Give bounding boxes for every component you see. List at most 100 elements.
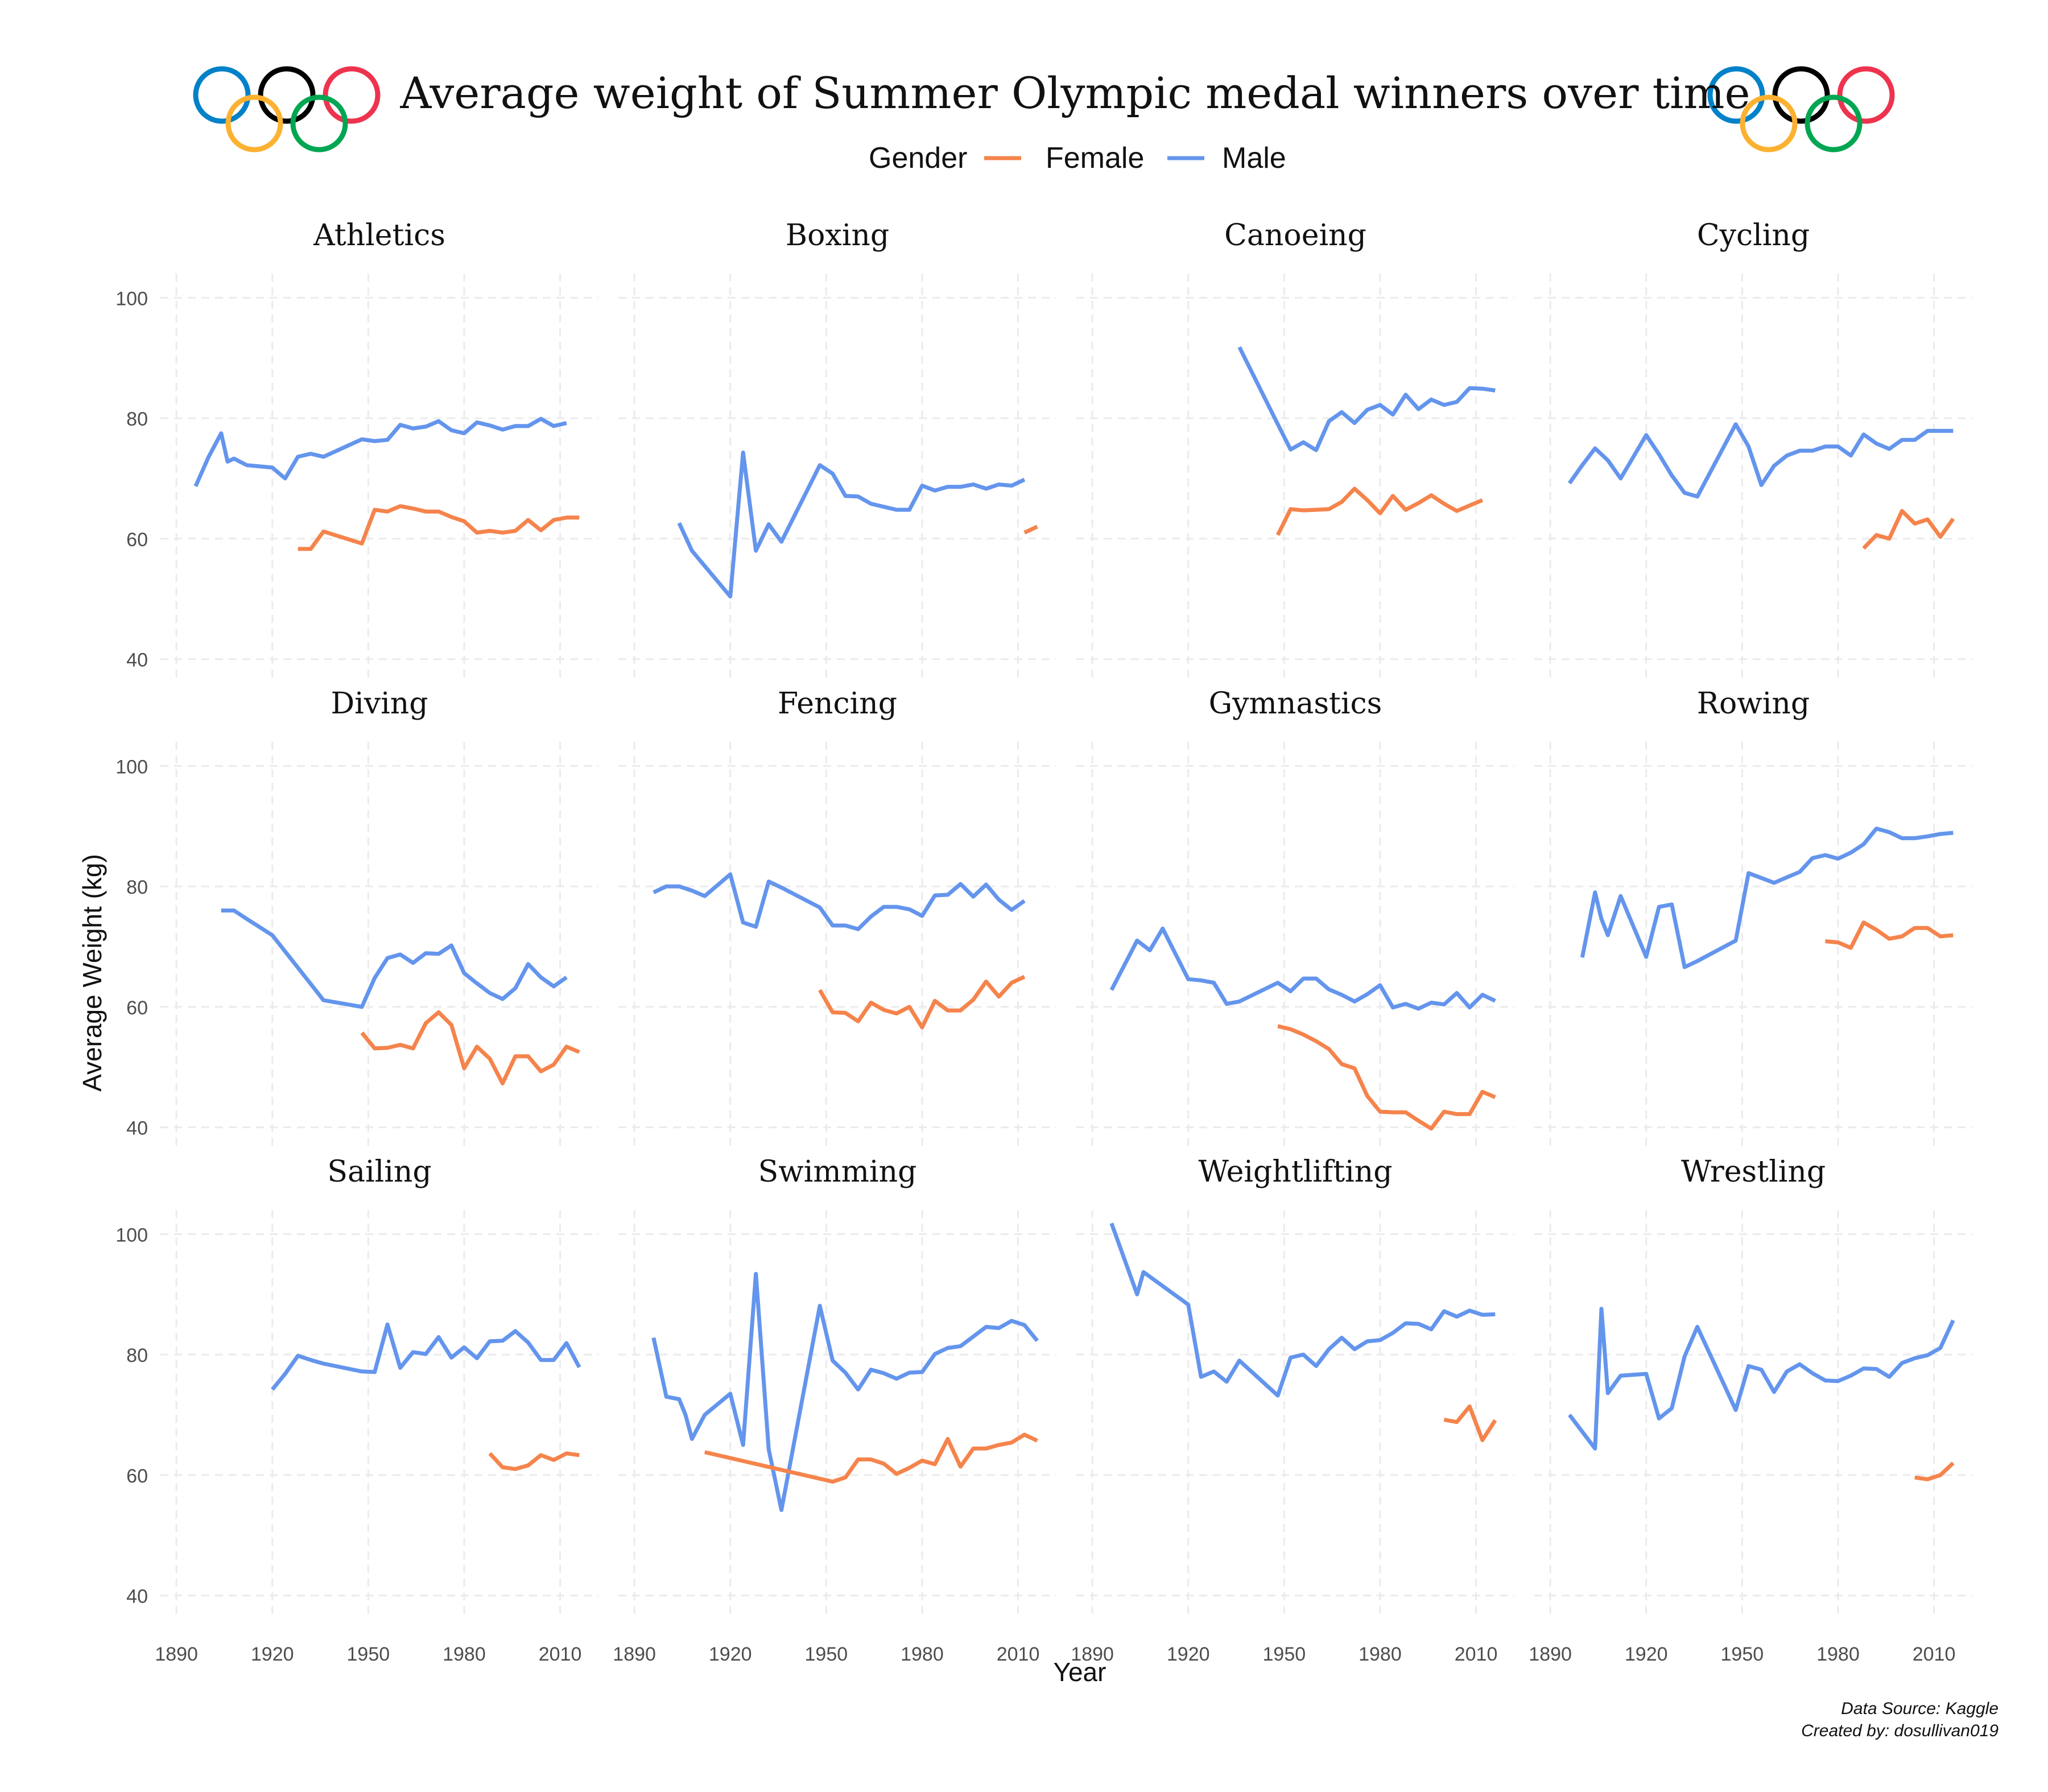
facet-title: Wrestling xyxy=(1681,1155,1826,1189)
facet-title: Gymnastics xyxy=(1209,687,1382,721)
series-line-male xyxy=(1237,346,1496,452)
legend-title: Gender xyxy=(869,142,967,175)
series-line-male xyxy=(653,872,1026,931)
olympic-ring xyxy=(258,66,316,124)
facet-panel: Wrestling 1890 1920 1950 1980 2010 xyxy=(1529,1155,1972,1665)
facet-title: Rowing xyxy=(1697,687,1810,721)
facet-title: Canoeing xyxy=(1224,218,1366,253)
facet-panel: Sailing 40 60 80 100 1890 1920 1950 1980 2010 xyxy=(115,1155,598,1665)
olympic-ring xyxy=(1707,66,1765,124)
facet-panel: Fencing xyxy=(618,687,1056,1151)
y-tick-label: 80 xyxy=(126,877,148,898)
series-line-female xyxy=(1825,920,1954,950)
y-tick-label: 60 xyxy=(126,1465,148,1487)
y-tick-label: 40 xyxy=(126,1586,148,1608)
olympic-ring xyxy=(290,94,348,152)
x-tick-label: 1890 xyxy=(1071,1644,1114,1665)
series-line-female xyxy=(1443,1404,1497,1442)
series-line-male xyxy=(1580,827,1954,969)
series-line-male xyxy=(1109,926,1496,1011)
y-tick-label: 40 xyxy=(126,650,148,671)
x-tick-label: 2010 xyxy=(1913,1644,1956,1665)
olympic-ring xyxy=(1772,66,1830,124)
y-tick-label: 100 xyxy=(115,1224,148,1246)
series-line-female xyxy=(1862,509,1955,550)
x-tick-label: 1980 xyxy=(901,1644,944,1665)
x-tick-label: 1890 xyxy=(613,1644,656,1665)
x-tick-label: 2010 xyxy=(997,1644,1040,1665)
caption-source: Data Source: Kaggle xyxy=(1841,1699,1999,1718)
x-tick-label: 1980 xyxy=(1359,1644,1402,1665)
series-line-male xyxy=(677,451,1026,598)
series-line-male xyxy=(221,909,568,1009)
caption-credit: Created by: dosullivan019 xyxy=(1801,1721,1999,1740)
x-tick-label: 1950 xyxy=(347,1644,390,1665)
x-tick-label: 1980 xyxy=(1816,1644,1860,1665)
facet-panel: Rowing xyxy=(1534,687,1972,1151)
series-line-female xyxy=(1914,1461,1955,1481)
legend-label-female: Female xyxy=(1046,142,1144,175)
facet-panel: Diving 40 60 80 100 xyxy=(115,687,598,1151)
x-tick-label: 1920 xyxy=(1167,1644,1210,1665)
y-tick-label: 100 xyxy=(115,756,148,778)
x-tick-label: 1980 xyxy=(443,1644,486,1665)
facet-title: Swimming xyxy=(758,1155,917,1189)
x-tick-label: 1890 xyxy=(155,1644,198,1665)
facet-title: Sailing xyxy=(327,1155,431,1189)
x-tick-label: 2010 xyxy=(1455,1644,1498,1665)
x-tick-label: 1950 xyxy=(1263,1644,1306,1665)
series-line-female xyxy=(704,1432,1038,1484)
y-axis-label: Average Weight (kg) xyxy=(77,854,107,1092)
legend-label-male: Male xyxy=(1222,142,1286,175)
x-tick-label: 1950 xyxy=(805,1644,848,1665)
olympic-ring xyxy=(1805,94,1863,152)
facet-panel: Gymnastics xyxy=(1076,687,1514,1151)
olympic-ring xyxy=(225,94,283,152)
chart-title: Average weight of Summer Olympic medal w… xyxy=(400,68,1750,118)
facet-title: Cycling xyxy=(1697,218,1810,253)
facet-title: Fencing xyxy=(778,687,897,721)
x-tick-label: 1950 xyxy=(1721,1644,1764,1665)
series-line-male xyxy=(1567,422,1954,499)
y-tick-label: 80 xyxy=(126,408,148,430)
y-tick-label: 80 xyxy=(126,1345,148,1366)
x-tick-label: 1920 xyxy=(709,1644,752,1665)
olympic-logo-right-icon xyxy=(1707,66,1895,152)
facet-panel: Cycling xyxy=(1534,218,1972,683)
olympic-ring xyxy=(193,66,251,124)
series-line-female xyxy=(298,504,580,551)
series-line-female xyxy=(1277,1024,1496,1131)
facet-title: Diving xyxy=(331,687,428,721)
series-line-male xyxy=(651,1271,1039,1512)
olympic-logo-left-icon xyxy=(193,66,381,152)
x-tick-label: 2010 xyxy=(539,1644,582,1665)
facet-panel: Swimming 1890 1920 1950 1980 2010 xyxy=(613,1155,1056,1665)
series-line-male xyxy=(193,416,567,488)
series-line-female xyxy=(818,975,1026,1030)
series-line-male xyxy=(1109,1223,1496,1398)
x-tick-label: 1920 xyxy=(251,1644,294,1665)
series-line-female xyxy=(488,1451,580,1471)
facet-title: Boxing xyxy=(786,218,889,253)
y-tick-label: 60 xyxy=(126,997,148,1019)
x-axis-label: Year xyxy=(1054,1657,1106,1687)
olympic-ring xyxy=(1740,94,1798,152)
series-line-male xyxy=(1568,1307,1955,1451)
legend: Gender Female Male xyxy=(869,142,1286,175)
y-tick-label: 40 xyxy=(126,1118,148,1139)
facet-panel: Weightlifting 1890 1920 1950 1980 2010 xyxy=(1071,1155,1514,1665)
series-line-female xyxy=(1275,486,1484,536)
olympic-ring xyxy=(1837,66,1895,124)
facet-title: Weightlifting xyxy=(1198,1155,1392,1189)
facet-panel: Athletics 40 60 80 100 xyxy=(115,218,598,683)
x-tick-label: 1890 xyxy=(1529,1644,1572,1665)
olympic-ring xyxy=(323,66,381,124)
y-tick-label: 60 xyxy=(126,529,148,551)
y-tick-label: 100 xyxy=(115,288,148,309)
series-line-female xyxy=(1023,525,1038,535)
facet-title: Athletics xyxy=(313,218,445,253)
facet-panel: Boxing xyxy=(618,218,1056,683)
x-tick-label: 1920 xyxy=(1625,1644,1668,1665)
facet-panel: Canoeing xyxy=(1076,218,1514,683)
